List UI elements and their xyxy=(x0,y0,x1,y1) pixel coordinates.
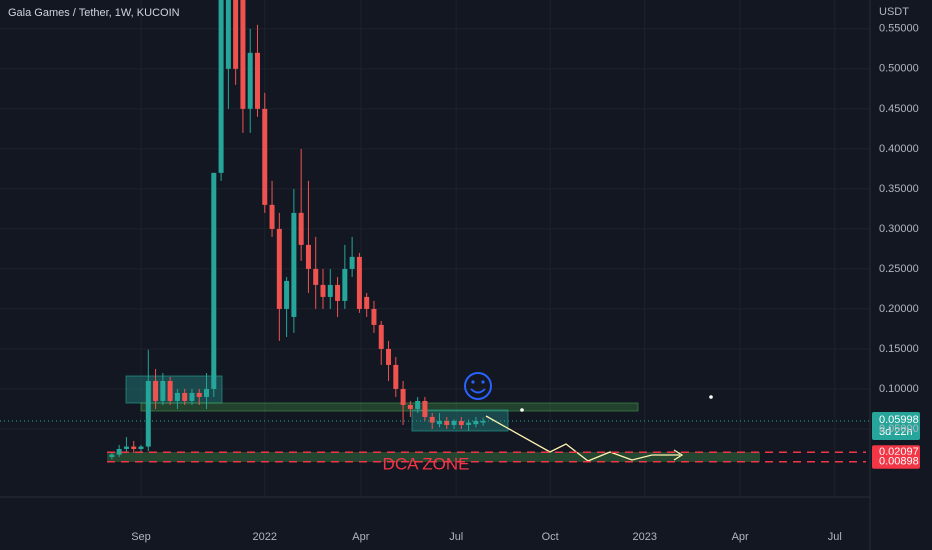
y-tick-label: 0.55000 xyxy=(879,23,919,35)
y-tick-label: 0.15000 xyxy=(879,343,919,355)
candle-body xyxy=(342,268,348,301)
candle-body xyxy=(131,446,137,449)
x-tick-label: Sep xyxy=(131,531,151,543)
candle-body xyxy=(349,256,355,269)
candle-body xyxy=(167,380,173,401)
smiley-mouth xyxy=(470,388,486,394)
candle-body xyxy=(225,0,231,69)
level-tag xyxy=(872,454,920,469)
candle-body xyxy=(218,0,224,173)
candle-body xyxy=(138,446,144,449)
candle-body xyxy=(320,284,326,297)
y-axis-label: USDT xyxy=(879,6,909,18)
candle-body xyxy=(247,52,253,109)
arrow-head xyxy=(673,449,684,461)
smiley-eye xyxy=(471,380,475,384)
candle-body xyxy=(466,422,472,425)
level-tag-label: 0.00898 xyxy=(879,456,919,468)
candle-body xyxy=(327,284,333,297)
candle-body xyxy=(284,280,290,309)
chart-title: Gala Games / Tether, 1W, KUCOIN xyxy=(8,7,180,19)
y-tick-label: 0.10000 xyxy=(879,383,919,395)
candle-body xyxy=(182,392,188,401)
y-tick-label: 0.30000 xyxy=(879,223,919,235)
candle-body xyxy=(429,416,435,423)
grid xyxy=(0,0,870,497)
candle-body xyxy=(480,420,486,423)
candle-body xyxy=(305,244,311,269)
candle-body xyxy=(116,448,122,455)
smiley xyxy=(464,372,492,400)
candle-body xyxy=(160,380,166,401)
smiley-eye xyxy=(481,380,485,384)
candle-body xyxy=(313,268,319,285)
dot xyxy=(709,395,713,399)
candle-body xyxy=(436,420,442,425)
x-tick-label: Apr xyxy=(352,531,369,543)
x-tick-label: Jul xyxy=(828,531,842,543)
x-tick-label: 2022 xyxy=(253,531,277,543)
candle-body xyxy=(153,380,159,401)
dot xyxy=(520,408,524,412)
dca-box xyxy=(107,452,760,462)
price-tag-label: 0.05998 xyxy=(879,414,919,426)
price-tag xyxy=(872,411,920,440)
candle-body xyxy=(356,256,362,309)
y-tick-label: 0.50000 xyxy=(879,63,919,75)
candle-body xyxy=(415,400,421,409)
candle-body xyxy=(473,420,479,425)
candle-body xyxy=(407,404,413,409)
candles xyxy=(109,0,486,460)
x-tick-label: 2023 xyxy=(633,531,657,543)
candle-body xyxy=(204,388,210,397)
candle-body xyxy=(109,454,115,457)
projection-arrow xyxy=(485,415,680,462)
candle-body xyxy=(364,296,370,309)
candle-body xyxy=(123,446,129,449)
y-tick-label: 0.05000 xyxy=(879,423,919,435)
candle-body xyxy=(174,392,180,401)
candle-body xyxy=(335,284,341,301)
y-tick-label: 0.40000 xyxy=(879,143,919,155)
candle-body xyxy=(211,172,217,389)
y-tick-label: 0.25000 xyxy=(879,263,919,275)
candle-body xyxy=(291,212,297,317)
y-tick-label: 0.20000 xyxy=(879,303,919,315)
y-tick-label: 0.45000 xyxy=(879,103,919,115)
x-tick-label: Apr xyxy=(732,531,749,543)
candle-body xyxy=(254,52,260,109)
candle-body xyxy=(371,308,377,325)
candle-body xyxy=(276,228,282,309)
candle-body xyxy=(240,0,246,109)
candle-body xyxy=(386,348,392,365)
candle-body xyxy=(262,108,268,205)
y-tick-label: 0.35000 xyxy=(879,183,919,195)
candle-body xyxy=(458,420,464,425)
candle-body xyxy=(451,420,457,425)
box xyxy=(140,402,639,412)
candle-body xyxy=(269,204,275,229)
candle-body xyxy=(189,392,195,401)
candle-body xyxy=(298,212,304,245)
countdown: 3d 22h xyxy=(879,426,913,438)
candle-body xyxy=(196,392,202,397)
candle-body xyxy=(393,364,399,389)
x-tick-label: Oct xyxy=(542,531,559,543)
candle-body xyxy=(444,420,450,425)
candle-body xyxy=(233,0,239,69)
candle-body xyxy=(422,400,428,417)
candle-body xyxy=(145,380,151,447)
annotation: DCA ZONE xyxy=(383,454,470,473)
candle-body xyxy=(400,388,406,405)
x-tick-label: Jul xyxy=(449,531,463,543)
candle-body xyxy=(378,324,384,349)
